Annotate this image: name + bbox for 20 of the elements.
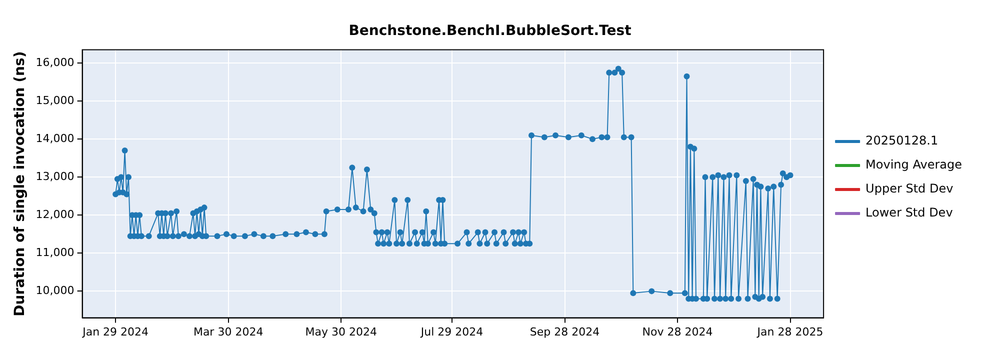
y-tick-label: 13,000 (36, 170, 74, 184)
x-tick-label: Nov 28 2024 (642, 325, 713, 338)
y-tick-label: 16,000 (36, 56, 74, 69)
y-tick-label: 14,000 (36, 132, 74, 145)
legend-label: 20250128.1 (866, 134, 938, 148)
y-tick-label: 11,000 (36, 246, 74, 260)
x-tick-label: May 30 2024 (305, 325, 377, 338)
y-axis-title: Duration of single invocation (ns) (12, 51, 28, 316)
y-tick-label: 10,000 (36, 284, 74, 298)
x-tick-label: Mar 30 2024 (193, 325, 264, 338)
y-tick-label: 15,000 (36, 94, 74, 107)
x-tick-label: Jan 29 2024 (82, 325, 149, 338)
x-tick-label: Sep 28 2024 (530, 325, 600, 338)
x-tick-label: Jul 29 2024 (420, 325, 484, 338)
chart-title: Benchstone.BenchI.BubbleSort.Test (348, 23, 632, 40)
legend-label: Upper Std Dev (866, 182, 954, 196)
legend-label: Moving Average (866, 158, 962, 172)
y-tick-label: 12,000 (36, 208, 74, 222)
x-tick-label: Jan 28 2025 (756, 325, 824, 338)
legend-label: Lower Std Dev (866, 206, 953, 220)
